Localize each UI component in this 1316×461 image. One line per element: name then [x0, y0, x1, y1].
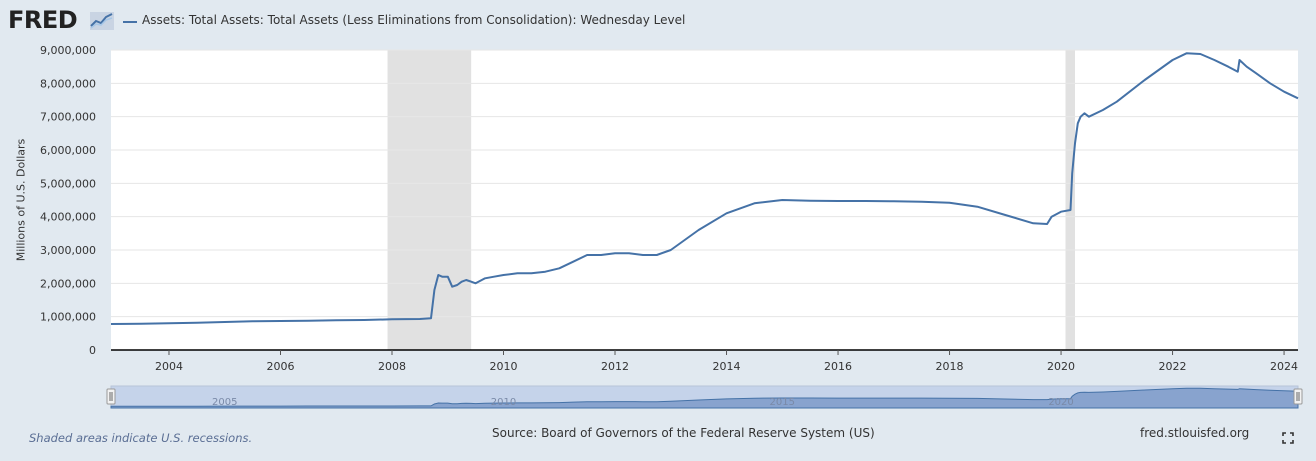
y-tick-label: 9,000,000 — [40, 44, 96, 57]
navigator-right-handle[interactable] — [1293, 388, 1303, 405]
x-tick-label: 2012 — [601, 360, 629, 373]
navigator-year-label: 2015 — [770, 397, 795, 408]
navigator-year-label: 2020 — [1048, 397, 1073, 408]
source-url-link[interactable]: fred.stlouisfed.org — [1140, 426, 1250, 440]
navigator-year-label: 2005 — [212, 397, 237, 408]
fullscreen-icon[interactable] — [1282, 432, 1294, 444]
chart-header: FRED Assets: Total Assets: Total Assets … — [0, 0, 1316, 44]
x-tick-label: 2024 — [1270, 360, 1298, 373]
y-tick-label: 4,000,000 — [40, 211, 96, 224]
series-line — [110, 52, 1299, 325]
y-tick-label: 5,000,000 — [40, 177, 96, 190]
y-tick-label: 8,000,000 — [40, 77, 96, 90]
legend-series-swatch — [123, 21, 137, 23]
y-tick-label: 6,000,000 — [40, 144, 96, 157]
fred-logo-graph-icon — [90, 12, 114, 30]
y-tick-label: 2,000,000 — [40, 277, 96, 290]
x-tick-label: 2020 — [1047, 360, 1075, 373]
x-tick-label: 2018 — [936, 360, 964, 373]
navigator-year-label: 2010 — [491, 397, 516, 408]
recession-band-0 — [387, 50, 472, 350]
plot-area — [111, 50, 1298, 350]
x-tick-label: 2006 — [266, 360, 294, 373]
x-tick-label: 2008 — [378, 360, 406, 373]
x-tick-label: 2022 — [1159, 360, 1187, 373]
x-tick-label: 2010 — [490, 360, 518, 373]
recession-note: Shaded areas indicate U.S. recessions. — [29, 431, 253, 445]
y-tick-label: 3,000,000 — [40, 244, 96, 257]
legend-series-label[interactable]: Assets: Total Assets: Total Assets (Less… — [142, 13, 686, 27]
navigator-left-handle[interactable] — [106, 388, 116, 405]
y-tick-label: 1,000,000 — [40, 311, 96, 324]
source-text: Source: Board of Governors of the Federa… — [492, 426, 875, 440]
fred-logo[interactable]: FRED — [8, 6, 78, 34]
y-tick-label: 0 — [89, 344, 96, 357]
x-tick-label: 2004 — [155, 360, 183, 373]
line-chart: 0 1,000,000 2,000,000 3,000,000 4,000,000 5,0… — [40, 44, 1303, 409]
y-tick-label: 7,000,000 — [40, 111, 96, 124]
navigator-series-area — [110, 387, 1299, 409]
x-tick-label: 2016 — [824, 360, 852, 373]
x-tick-label: 2014 — [713, 360, 741, 373]
